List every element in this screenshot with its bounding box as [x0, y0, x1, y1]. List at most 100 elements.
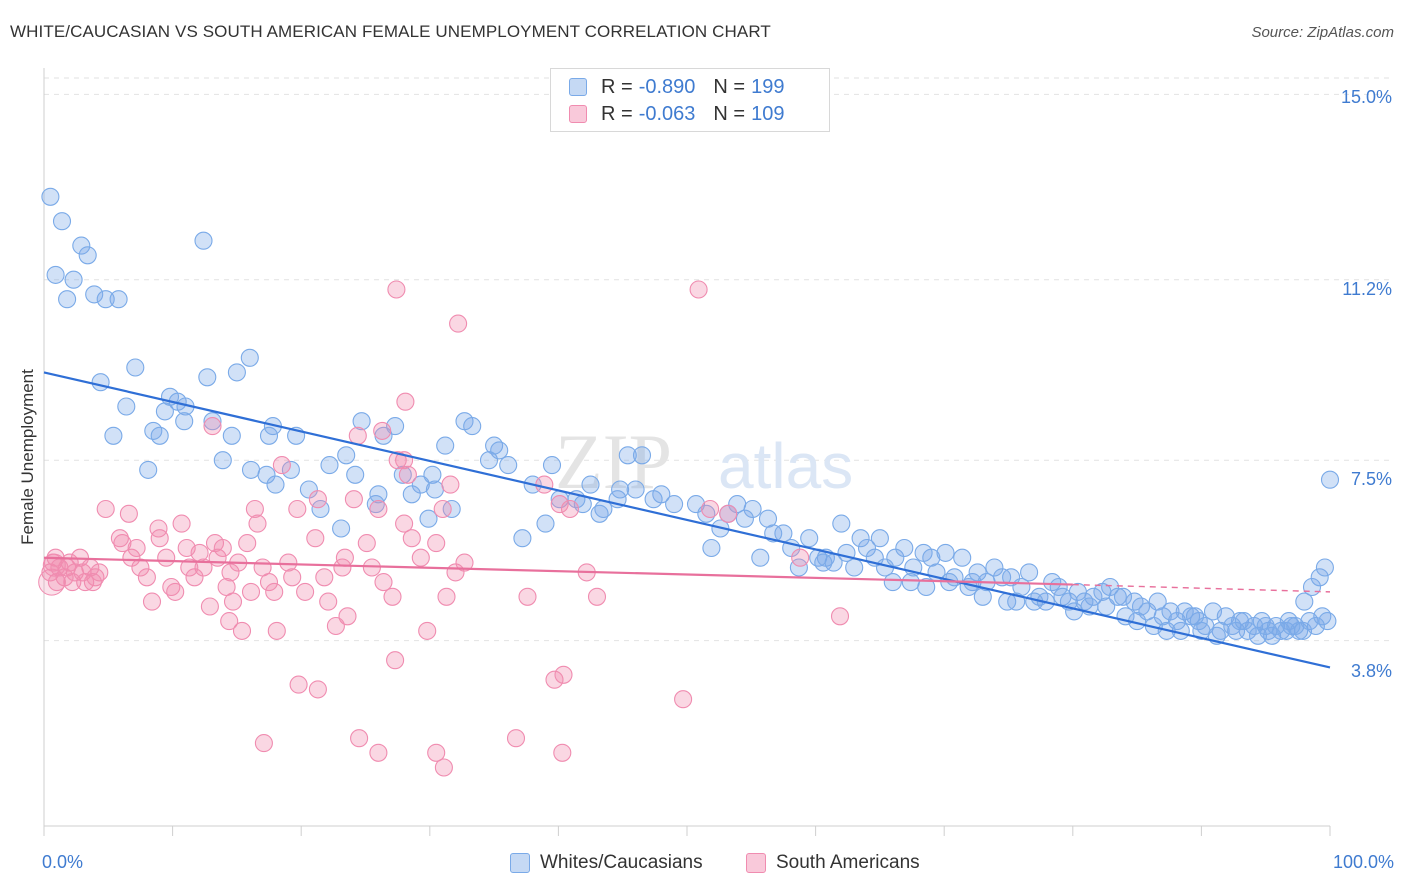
data-point [373, 421, 392, 440]
data-point [85, 285, 104, 304]
chart-title: WHITE/CAUCASIAN VS SOUTH AMERICAN FEMALE… [10, 22, 771, 41]
series-legend-item-south-americans[interactable]: South Americans [746, 852, 920, 874]
data-point [344, 490, 363, 509]
data-point [46, 265, 65, 284]
data-point [1318, 612, 1337, 631]
data-point [632, 446, 652, 465]
data-point [506, 729, 526, 748]
data-point [42, 553, 66, 577]
data-point [665, 495, 684, 514]
data-point [337, 446, 356, 465]
data-point [96, 290, 115, 309]
data-point [113, 534, 132, 553]
data-point [437, 587, 456, 606]
data-point [425, 480, 444, 499]
data-point [1049, 577, 1068, 597]
data-point [518, 587, 537, 606]
data-point [240, 348, 259, 367]
data-point [306, 529, 325, 548]
data-point [213, 451, 232, 470]
legend-row-whites: R = -0.890 N = 199 [569, 74, 784, 100]
data-point [1282, 616, 1301, 636]
data-point [590, 504, 609, 523]
data-point [434, 758, 453, 777]
data-point [398, 465, 417, 484]
data-point [338, 607, 357, 626]
data-point [485, 436, 504, 455]
data-point [259, 426, 279, 445]
data-point [917, 577, 936, 597]
data-point [241, 582, 261, 601]
data-point [463, 417, 482, 436]
data-point [221, 563, 240, 582]
data-point [78, 246, 97, 265]
watermark: ZIP atlas [555, 418, 853, 505]
data-point [857, 538, 877, 558]
series-legend-swatch-whites [510, 853, 530, 873]
data-point [131, 558, 150, 577]
data-point [259, 573, 279, 592]
data-point [1097, 597, 1116, 616]
data-point [117, 397, 136, 416]
data-point [1161, 602, 1180, 621]
data-point [296, 582, 315, 601]
data-point [238, 534, 257, 553]
legend-swatch-south-americans [569, 105, 587, 123]
trend-lines [43, 371, 1331, 669]
data-point [674, 690, 693, 709]
legend-n-value: 109 [751, 102, 785, 125]
y-tick-label: 7.5% [1350, 469, 1392, 489]
data-point [1101, 577, 1120, 597]
data-point [126, 358, 145, 377]
data-point [142, 592, 162, 611]
data-point [346, 465, 365, 484]
legend-n-value: 199 [751, 75, 785, 98]
y-tick-label: 3.8% [1350, 661, 1392, 681]
data-point [232, 621, 252, 640]
data-point [172, 514, 191, 533]
data-point [1306, 616, 1325, 636]
data-point [883, 573, 902, 592]
data-point [542, 456, 562, 475]
data-point [222, 426, 241, 445]
data-point [137, 568, 156, 587]
data-point [1084, 587, 1103, 606]
legend-swatch-whites [569, 78, 587, 96]
data-point [433, 499, 452, 519]
data-point [411, 475, 430, 494]
data-point [1065, 602, 1084, 621]
data-point [122, 548, 141, 567]
data-point [139, 460, 158, 479]
data-point [166, 582, 185, 601]
data-point [180, 558, 199, 577]
data-point [1020, 563, 1039, 582]
data-point [1185, 607, 1205, 626]
data-point [870, 529, 889, 548]
data-point [800, 529, 819, 548]
data-point [279, 553, 298, 572]
data-point [535, 475, 554, 494]
data-point [220, 612, 239, 631]
data-point [288, 499, 307, 519]
data-point [743, 499, 762, 519]
data-point [701, 499, 720, 519]
data-point [545, 670, 564, 689]
data-point [357, 534, 376, 553]
data-point [702, 538, 721, 558]
data-point [644, 490, 663, 509]
series-legend-item-whites[interactable]: Whites/Caucasians [510, 852, 703, 874]
data-point [208, 548, 227, 567]
data-point [200, 597, 219, 616]
data-point [423, 465, 442, 484]
data-point [175, 412, 194, 431]
data-point [402, 529, 421, 548]
data-point [901, 573, 920, 592]
data-point [626, 480, 645, 499]
data-point [968, 563, 987, 582]
data-point [1234, 612, 1253, 631]
data-point [479, 451, 499, 470]
data-point [751, 548, 770, 567]
data-point [1310, 568, 1329, 587]
y-axis-label: Female Unemployment [18, 369, 37, 545]
